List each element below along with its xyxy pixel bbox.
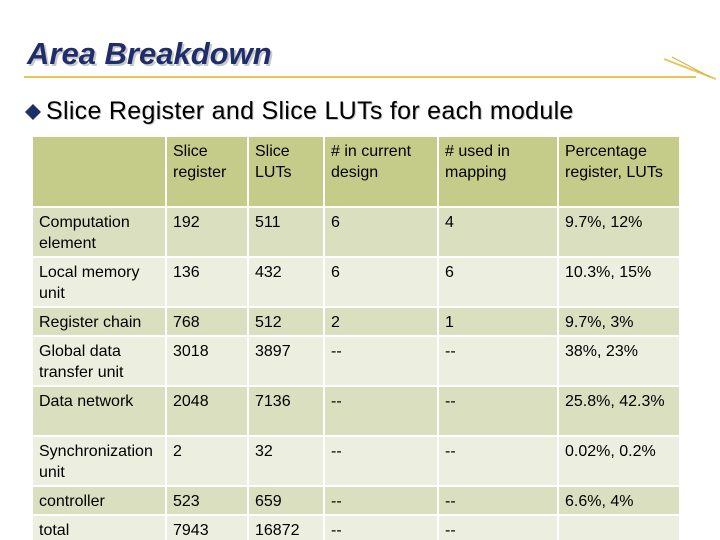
diamond-bullet-icon: [24, 103, 42, 121]
table-cell: 6: [323, 206, 439, 258]
table-cell: 38%, 23%: [557, 335, 681, 387]
table-cell: 523: [165, 485, 249, 516]
table-cell: 2048: [165, 385, 249, 437]
table-cell: --: [323, 335, 439, 387]
header-cell: # in current design: [323, 135, 439, 208]
table-cell: 4: [437, 206, 559, 258]
table-cell: --: [323, 485, 439, 516]
area-table: Slice register Slice LUTs # in current d…: [31, 135, 681, 540]
table-cell: 2: [165, 435, 249, 487]
bullet-item: Slice Register and Slice LUTs for each m…: [24, 97, 574, 126]
table-cell: 1: [437, 306, 559, 337]
table-row: Global data transfer unit 3018 3897 -- -…: [31, 335, 681, 387]
table-cell: 2: [323, 306, 439, 337]
table-cell: Data network: [31, 385, 167, 437]
table-cell: Computation element: [31, 206, 167, 258]
table-cell: 25.8%, 42.3%: [557, 385, 681, 437]
table-cell: Register chain: [31, 306, 167, 337]
table-cell: 7136: [247, 385, 325, 437]
table-cell: 7943: [165, 514, 249, 540]
table-row-total: total 7943 16872 -- --: [31, 514, 681, 540]
table-cell: 6: [437, 256, 559, 308]
table-row: controller 523 659 -- -- 6.6%, 4%: [31, 485, 681, 516]
table-cell: 0.02%, 0.2%: [557, 435, 681, 487]
table-cell: 768: [165, 306, 249, 337]
table-row: Register chain 768 512 2 1 9.7%, 3%: [31, 306, 681, 337]
table-cell: --: [437, 485, 559, 516]
table-cell: --: [323, 435, 439, 487]
table-row: Data network 2048 7136 -- -- 25.8%, 42.3…: [31, 385, 681, 437]
table-cell: 32: [247, 435, 325, 487]
table-header-row: Slice register Slice LUTs # in current d…: [31, 135, 681, 208]
table-cell: 9.7%, 3%: [557, 306, 681, 337]
table-cell: 3897: [247, 335, 325, 387]
table-cell: 3018: [165, 335, 249, 387]
table-cell: 10.3%, 15%: [557, 256, 681, 308]
title-divider: [24, 76, 696, 78]
table-cell: --: [437, 385, 559, 437]
table-cell: 6.6%, 4%: [557, 485, 681, 516]
table-cell: 6: [323, 256, 439, 308]
table-cell: Global data transfer unit: [31, 335, 167, 387]
table-cell: [557, 514, 681, 540]
table-cell: --: [323, 385, 439, 437]
header-cell: Slice LUTs: [247, 135, 325, 208]
table-cell: total: [31, 514, 167, 540]
table-cell: 9.7%, 12%: [557, 206, 681, 258]
table-cell: 432: [247, 256, 325, 308]
table-cell: 659: [247, 485, 325, 516]
table-cell: 512: [247, 306, 325, 337]
table-cell: --: [323, 514, 439, 540]
header-cell: Percentage register, LUTs: [557, 135, 681, 208]
table-cell: Synchronization unit: [31, 435, 167, 487]
header-cell: Slice register: [165, 135, 249, 208]
table-row: Synchronization unit 2 32 -- -- 0.02%, 0…: [31, 435, 681, 487]
table-cell: 192: [165, 206, 249, 258]
table-cell: 16872: [247, 514, 325, 540]
header-cell: [31, 135, 167, 208]
table-cell: 511: [247, 206, 325, 258]
table-row: Local memory unit 136 432 6 6 10.3%, 15%: [31, 256, 681, 308]
header-cell: # used in mapping: [437, 135, 559, 208]
arrow-swoosh-icon: [663, 56, 717, 80]
table-cell: 136: [165, 256, 249, 308]
table-cell: Local memory unit: [31, 256, 167, 308]
table-cell: controller: [31, 485, 167, 516]
table-row: Computation element 192 511 6 4 9.7%, 12…: [31, 206, 681, 258]
table-cell: --: [437, 335, 559, 387]
table-cell: --: [437, 435, 559, 487]
table-cell: --: [437, 514, 559, 540]
bullet-text: Slice Register and Slice LUTs for each m…: [46, 97, 574, 125]
slide-title: Area Breakdown: [27, 36, 272, 71]
